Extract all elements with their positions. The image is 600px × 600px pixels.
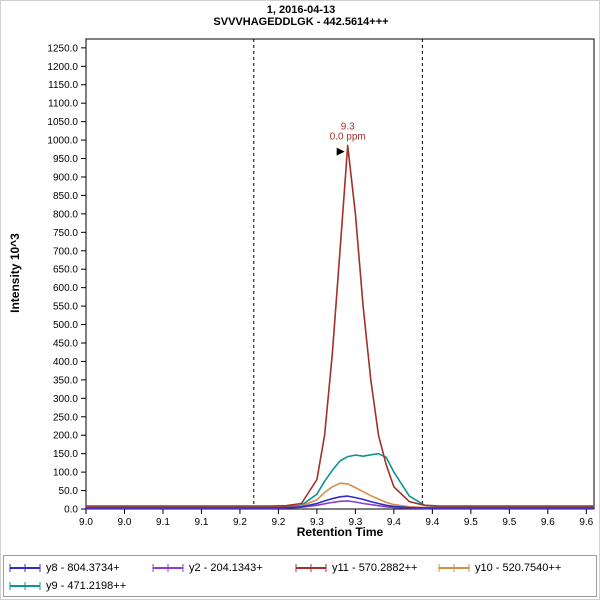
series-line-y8[interactable] [86, 495, 594, 509]
peak-pointer-icon [336, 147, 345, 156]
y-tick-label: 250.0 [53, 412, 78, 423]
x-tick-label: 9.4 [387, 517, 401, 528]
x-axis-title: Retention Time [296, 525, 384, 539]
x-tick-label: 9.2 [233, 517, 247, 528]
x-tick-label: 9.5 [502, 517, 516, 528]
x-tick-label: 9.3 [310, 517, 324, 528]
y-tick-label: 850.0 [53, 191, 78, 202]
y-tick-label: 500.0 [53, 320, 78, 331]
peak-annotation-rt: 9.3 [341, 122, 355, 133]
legend: y8 - 804.3734+ y2 - 204.1343+ y11 - 570.… [3, 555, 597, 597]
legend-label: y9 - 471.2198++ [46, 580, 127, 592]
series-line-icon [152, 564, 184, 572]
chart-title-peptide: SVVVHAGEDDLGK - 442.5614+++ [213, 16, 389, 28]
y-tick-label: 1250.0 [47, 43, 78, 54]
y-tick-label: 50.0 [59, 486, 79, 497]
legend-label: y2 - 204.1343+ [189, 562, 263, 574]
x-tick-label: 9.5 [464, 517, 478, 528]
y-tick-label: 200.0 [53, 431, 78, 442]
series-line-icon [295, 564, 327, 572]
y-tick-label: 400.0 [53, 357, 78, 368]
series-line-icon [9, 564, 41, 572]
x-tick-label: 9.2 [271, 517, 285, 528]
y-tick-label: 700.0 [53, 246, 78, 257]
series-line-y11[interactable] [86, 144, 594, 507]
y-tick-label: 600.0 [53, 283, 78, 294]
series-line-y9[interactable] [86, 452, 594, 509]
x-tick-label: 9.3 [348, 517, 362, 528]
x-tick-label: 9.0 [79, 517, 93, 528]
series-line-y10[interactable] [86, 482, 594, 509]
x-tick-label: 9.1 [156, 517, 170, 528]
plot-border [85, 38, 595, 510]
peak-annotation-ppm: 0.0 ppm [330, 132, 366, 143]
y-tick-label: 1100.0 [48, 99, 78, 110]
y-tick-label: 300.0 [53, 394, 78, 405]
chart-title-replicate: 1, 2016-04-13 [266, 4, 336, 16]
y-tick-label: 450.0 [53, 338, 78, 349]
y-tick-label: 1200.0 [47, 62, 78, 73]
y-tick-label: 1150.0 [48, 80, 78, 91]
legend-label: y10 - 520.7540++ [475, 562, 562, 574]
y-tick-label: 150.0 [53, 449, 78, 460]
chromatogram-plot[interactable]: 0.0 50.0 100.0 150.0 200.0 250.0 300.0 350.0 400… [1, 1, 600, 541]
y-tick-label: 1000.0 [47, 136, 78, 147]
y-tick-label: 950.0 [53, 154, 78, 165]
x-tick-label: 9.1 [195, 517, 209, 528]
y-tick-label: 650.0 [53, 265, 78, 276]
y-tick-label: 800.0 [53, 209, 78, 220]
x-tick-label: 9.0 [118, 517, 132, 528]
x-tick-label: 9.4 [425, 517, 439, 528]
y-tick-label: 900.0 [53, 172, 78, 183]
y-axis-title: Intensity 10^3 [8, 233, 22, 313]
legend-item-y11: y11 - 570.2882++ [294, 559, 437, 577]
y-tick-label: 0.0 [64, 505, 78, 516]
series-line-icon [9, 582, 41, 590]
legend-label: y11 - 570.2882++ [332, 562, 418, 574]
legend-item-y8: y8 - 804.3734+ [8, 559, 151, 577]
legend-item-y10: y10 - 520.7540++ [437, 559, 580, 577]
x-tick-label: 9.6 [541, 517, 555, 528]
y-tick-label: 1050.0 [47, 117, 78, 128]
series-line-icon [438, 564, 470, 572]
y-tick-label: 350.0 [53, 375, 78, 386]
y-tick-label: 550.0 [53, 302, 78, 313]
y-tick-label: 100.0 [53, 468, 78, 479]
legend-item-y2: y2 - 204.1343+ [151, 559, 294, 577]
legend-item-y9: y9 - 471.2198++ [8, 577, 151, 595]
y-tick-label: 750.0 [53, 228, 78, 239]
legend-label: y8 - 804.3734+ [46, 562, 120, 574]
x-tick-label: 9.6 [579, 517, 593, 528]
